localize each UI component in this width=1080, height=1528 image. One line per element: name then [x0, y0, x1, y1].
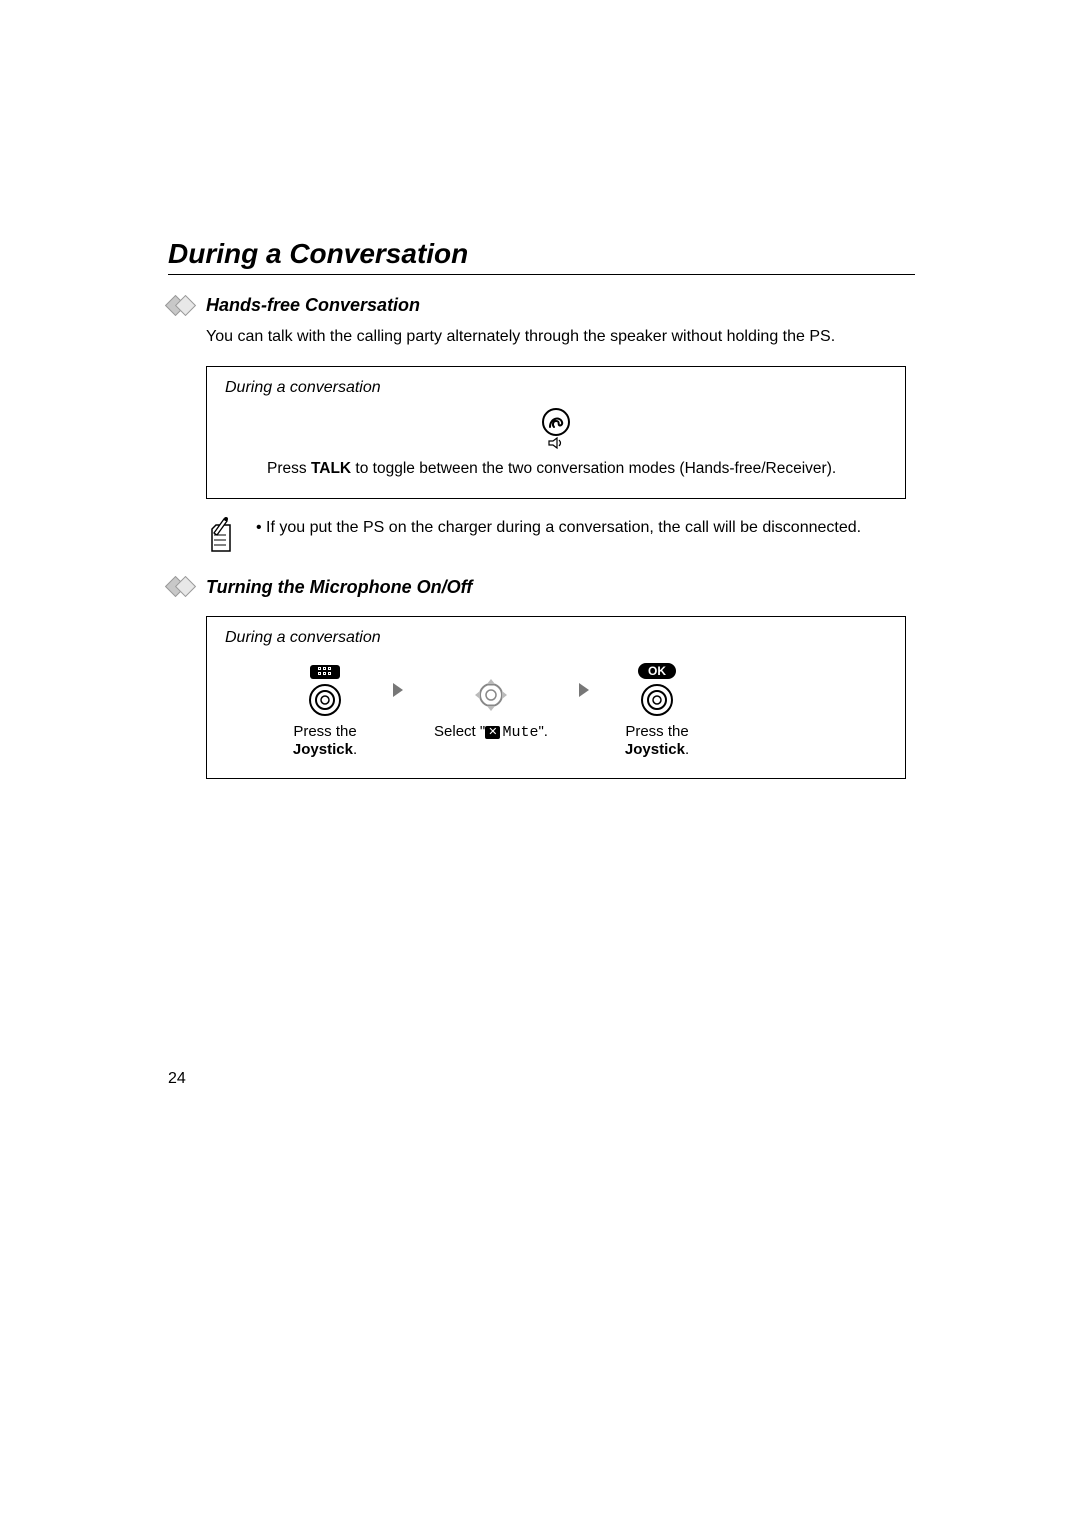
step2-prefix: Select " [434, 723, 485, 740]
handsfree-box-title: During a conversation [225, 379, 887, 397]
mic-box: During a conversation [206, 616, 906, 780]
step1-label: Press the Joystick. [293, 723, 357, 761]
arrow-right-icon [393, 683, 403, 697]
mic-box-title: During a conversation [225, 629, 887, 647]
handsfree-intro: You can talk with the calling party alte… [206, 326, 915, 348]
press-suffix: to toggle between the two conversation m… [351, 460, 836, 477]
ok-badge: OK [638, 663, 676, 679]
step3-period: . [685, 741, 689, 758]
step2-suffix: ". [538, 723, 548, 740]
step-select-mute: Select "✕Mute". [411, 657, 571, 743]
step3-label: Press the Joystick. [625, 723, 689, 761]
diamond-bullet-icon [168, 578, 198, 596]
handsfree-header: Hands-free Conversation [168, 295, 915, 316]
joystick-icon [640, 683, 674, 717]
step-press-joystick-2: OK Press the Joystick. [597, 657, 717, 761]
mic-steps: Press the Joystick. [265, 657, 887, 761]
joystick-icon [308, 683, 342, 717]
mic-header: Turning the Microphone On/Off [168, 577, 915, 598]
handsfree-box: During a conversation Press TALK to togg… [206, 366, 906, 499]
step-press-joystick-1: Press the Joystick. [265, 657, 385, 761]
talk-speaker-icon [225, 407, 887, 449]
step3-text: Press the [625, 723, 688, 740]
document-page: During a Conversation Hands-free Convers… [0, 0, 1080, 1528]
diamond-bullet-icon [168, 297, 198, 315]
page-number: 24 [168, 1070, 186, 1088]
handsfree-instruction: Press TALK to toggle between the two con… [267, 459, 887, 480]
arrow-right-icon [579, 683, 589, 697]
press-prefix: Press [267, 460, 311, 477]
step1-period: . [353, 741, 357, 758]
page-title: During a Conversation [168, 238, 915, 275]
mute-chip-icon: ✕ [485, 726, 500, 740]
talk-word: TALK [311, 460, 351, 477]
joystick-nav-icon [469, 673, 513, 717]
handsfree-heading: Hands-free Conversation [206, 295, 420, 316]
mute-word: Mute [502, 724, 538, 741]
step1-text: Press the [293, 723, 356, 740]
step3-bold: Joystick [625, 741, 685, 758]
mic-heading: Turning the Microphone On/Off [206, 577, 472, 598]
step1-bold: Joystick [293, 741, 353, 758]
handsfree-note: • If you put the PS on the charger durin… [206, 517, 915, 555]
note-text: • If you put the PS on the charger durin… [256, 517, 861, 539]
step2-label: Select "✕Mute". [434, 723, 548, 743]
menu-icon [310, 665, 340, 679]
note-icon [206, 517, 238, 555]
